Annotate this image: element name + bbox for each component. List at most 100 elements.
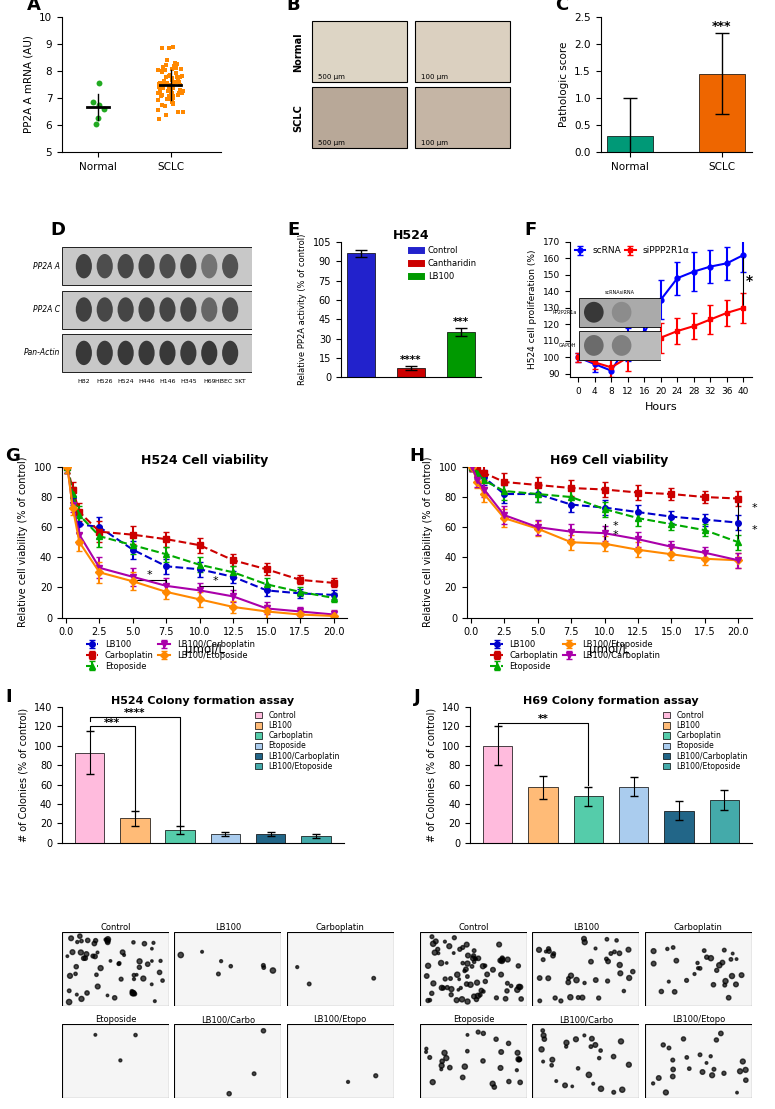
Bar bbox=[62, 291, 252, 328]
Point bbox=[152, 91, 164, 109]
Point bbox=[461, 1042, 474, 1060]
Point bbox=[537, 1027, 549, 1045]
Point bbox=[98, 100, 110, 118]
Point bbox=[248, 1065, 260, 1082]
Ellipse shape bbox=[97, 340, 113, 365]
Point bbox=[81, 945, 93, 963]
Point bbox=[456, 954, 469, 971]
Ellipse shape bbox=[181, 297, 196, 322]
Point bbox=[560, 1038, 573, 1056]
Point bbox=[666, 1068, 679, 1086]
Point bbox=[443, 1059, 456, 1077]
Point bbox=[156, 95, 168, 113]
Text: J: J bbox=[414, 688, 421, 705]
Point bbox=[477, 983, 490, 1000]
Y-axis label: Pathologic score: Pathologic score bbox=[559, 42, 569, 128]
Text: ****: **** bbox=[124, 708, 146, 718]
Point bbox=[118, 946, 130, 964]
Title: LB100: LB100 bbox=[215, 923, 241, 933]
Point bbox=[616, 1081, 629, 1099]
Point bbox=[450, 991, 463, 1009]
Point bbox=[126, 983, 138, 1000]
Point bbox=[481, 966, 494, 984]
Point bbox=[152, 61, 164, 79]
Point bbox=[594, 1041, 607, 1059]
Point bbox=[455, 979, 467, 997]
Point bbox=[429, 933, 442, 950]
Point bbox=[470, 990, 483, 1008]
Point bbox=[479, 973, 491, 990]
Point bbox=[536, 1021, 549, 1039]
Point bbox=[459, 1058, 471, 1076]
Point bbox=[163, 87, 175, 104]
Y-axis label: # of Colonies (% of control): # of Colonies (% of control) bbox=[19, 708, 28, 842]
Point bbox=[578, 930, 591, 948]
Bar bbox=[415, 21, 510, 82]
Point bbox=[512, 957, 525, 975]
Point bbox=[436, 1057, 448, 1075]
Point bbox=[479, 957, 491, 975]
Point bbox=[170, 73, 183, 91]
Point bbox=[578, 974, 591, 991]
Bar bbox=[301, 836, 331, 843]
Point bbox=[163, 80, 175, 98]
Text: *: * bbox=[752, 502, 757, 512]
Point bbox=[163, 67, 175, 84]
Bar bbox=[256, 834, 285, 843]
Point bbox=[542, 969, 554, 987]
Point bbox=[177, 103, 189, 121]
Text: H524: H524 bbox=[117, 378, 134, 384]
Point bbox=[439, 1044, 451, 1061]
Point bbox=[161, 51, 174, 69]
Point bbox=[611, 932, 623, 949]
Point bbox=[618, 983, 630, 1000]
Title: H524 Cell viability: H524 Cell viability bbox=[141, 454, 268, 467]
Bar bbox=[312, 88, 407, 149]
Point bbox=[223, 1085, 236, 1102]
Point bbox=[460, 960, 472, 978]
Point bbox=[608, 943, 621, 960]
Point bbox=[152, 101, 164, 119]
Point bbox=[710, 1031, 722, 1049]
Text: H446: H446 bbox=[138, 378, 155, 384]
Bar bbox=[529, 787, 558, 843]
Point bbox=[461, 955, 474, 973]
Point bbox=[475, 981, 487, 999]
Title: Etoposide: Etoposide bbox=[453, 1015, 494, 1025]
Point bbox=[550, 1072, 563, 1090]
Point bbox=[154, 75, 167, 93]
Title: Carboplatin: Carboplatin bbox=[315, 923, 364, 933]
Point bbox=[584, 1038, 597, 1056]
Point bbox=[657, 1036, 670, 1054]
Point bbox=[146, 976, 158, 994]
Text: 100 μm: 100 μm bbox=[421, 141, 448, 146]
Point bbox=[173, 73, 185, 91]
Legend: Control, LB100, Carboplatin, Etoposide, LB100/Carboplatin, LB100/Etoposide: Control, LB100, Carboplatin, Etoposide, … bbox=[663, 711, 748, 771]
Bar bbox=[574, 796, 603, 843]
Point bbox=[126, 985, 139, 1003]
Point bbox=[153, 111, 165, 129]
Point bbox=[448, 929, 460, 947]
Point bbox=[477, 957, 489, 975]
Ellipse shape bbox=[76, 297, 92, 322]
Point bbox=[172, 73, 184, 91]
Text: H345: H345 bbox=[180, 378, 197, 384]
Point bbox=[536, 1040, 548, 1058]
Point bbox=[698, 942, 711, 959]
Point bbox=[87, 93, 99, 111]
Point bbox=[735, 966, 748, 984]
Point bbox=[470, 950, 482, 968]
Text: A: A bbox=[27, 0, 41, 13]
Text: *: * bbox=[752, 526, 757, 536]
Point bbox=[491, 989, 503, 1007]
Ellipse shape bbox=[76, 340, 92, 365]
Point bbox=[680, 1048, 693, 1066]
Point bbox=[154, 952, 167, 969]
Point bbox=[172, 103, 184, 121]
Point bbox=[726, 967, 739, 985]
Point bbox=[129, 985, 141, 1003]
Title: LB100/Carbo: LB100/Carbo bbox=[201, 1015, 255, 1025]
Point bbox=[456, 990, 468, 1008]
Point bbox=[739, 1071, 752, 1089]
Point bbox=[589, 939, 601, 957]
